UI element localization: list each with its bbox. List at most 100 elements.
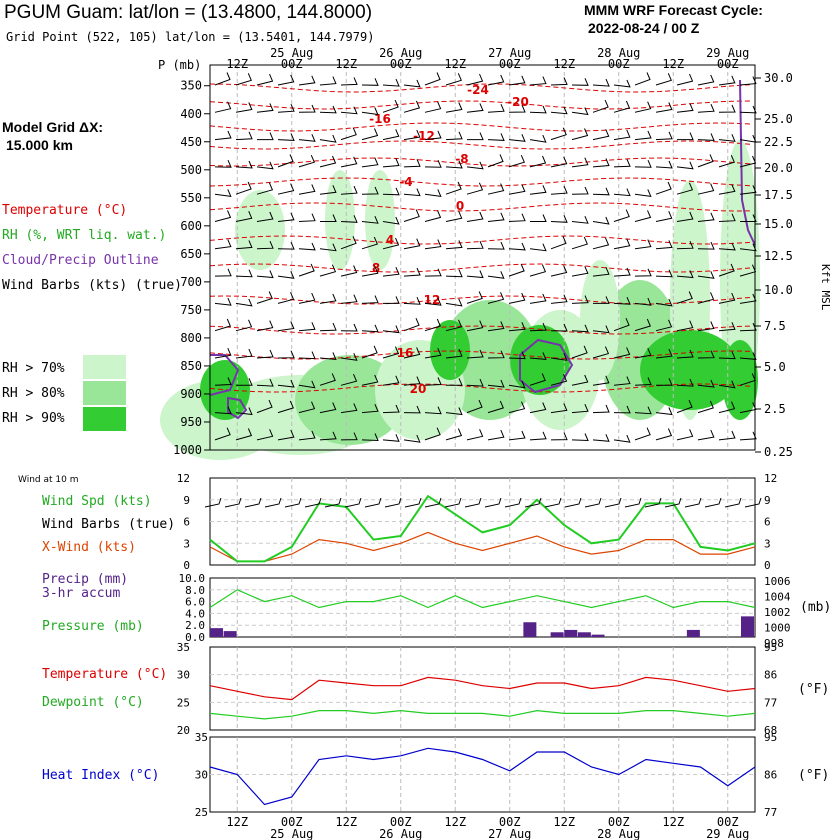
- day-label-bottom: 27 Aug: [488, 827, 531, 840]
- precip-tick-label: 2.0: [185, 619, 205, 632]
- wind-barb: [508, 104, 526, 113]
- pressure-tick-label: 500: [180, 163, 202, 177]
- surface-wind-barb: [484, 497, 502, 508]
- precip-bar: [523, 622, 537, 637]
- wind-barb: [298, 401, 316, 414]
- wind-barb: [571, 216, 589, 224]
- wind-barb: [256, 349, 274, 359]
- wind-barb: [487, 321, 505, 332]
- wind-barb: [277, 104, 295, 113]
- wind-barb: [340, 432, 358, 441]
- wind-barb: [298, 351, 316, 360]
- wind-barb: [508, 322, 526, 332]
- wind-barb: [550, 185, 568, 195]
- wind-barb: [466, 320, 484, 332]
- wind-barb: [487, 271, 505, 279]
- wind-barb: [277, 271, 295, 279]
- wind-barb: [466, 211, 484, 222]
- wind-tick-label-right: 9: [764, 494, 771, 507]
- wind-barb: [529, 155, 547, 168]
- wind-barb: [383, 296, 400, 304]
- wind-barb: [655, 298, 673, 307]
- wind-barb: [676, 161, 694, 170]
- wind-barb: [613, 209, 630, 222]
- wind-barb: [592, 325, 610, 334]
- wind-barb: [676, 378, 694, 387]
- surface-wind-barb: [204, 497, 222, 508]
- pressure-tick-label: 1000: [764, 622, 791, 635]
- wind-barb: [697, 350, 715, 359]
- legend-precip-accum: 3-hr accum: [42, 586, 121, 601]
- wind-barb: [298, 242, 316, 251]
- wind-barb: [445, 160, 463, 169]
- pressure-tick-label: 800: [180, 331, 202, 345]
- wind-barb: [467, 132, 484, 141]
- height-tick-label: 5.0: [764, 360, 786, 374]
- wind-barb: [466, 270, 484, 279]
- wind-barb: [718, 430, 736, 441]
- wind-barb: [319, 243, 337, 252]
- wind-barb: [739, 185, 757, 195]
- wind-barb: [634, 348, 652, 359]
- pressure-tick-label: 350: [180, 79, 202, 93]
- wind-barb: [613, 238, 631, 250]
- surface-wind-barb: [664, 497, 682, 508]
- wind-barb: [424, 130, 442, 141]
- pressure-tick-label: 650: [180, 247, 202, 261]
- wind-barb: [445, 269, 463, 278]
- wind-barb: [655, 181, 672, 195]
- wind-barb: [718, 351, 736, 360]
- wind-barb: [319, 293, 337, 304]
- wind-barb: [277, 183, 295, 195]
- wind-barb: [550, 294, 568, 304]
- legend-rh: RH (%, WRT liq. wat.): [2, 228, 167, 243]
- legend-rh80: RH > 80%: [2, 386, 65, 401]
- surface-wind-barb: [364, 497, 382, 508]
- surface-wind-barb: [724, 497, 742, 508]
- height-tick-label: 17.5: [764, 188, 793, 202]
- wind-barb: [424, 406, 442, 415]
- surface-wind-barb: [264, 497, 282, 508]
- wind-barb: [676, 399, 693, 414]
- wind-barb: [697, 183, 715, 195]
- wind-barb: [445, 102, 463, 113]
- wind-barb: [550, 323, 568, 332]
- time-tick-label-top: 12Z: [335, 57, 357, 71]
- wind-barb: [508, 263, 525, 277]
- wind-barb: [340, 127, 357, 141]
- wind-barb: [508, 134, 526, 142]
- wind-barb: [508, 155, 525, 168]
- wind-barb: [298, 155, 315, 168]
- time-tick-label-top: 00Z: [499, 57, 521, 71]
- time-tick-label-bottom: 00Z: [608, 815, 630, 829]
- wind-barb: [424, 268, 442, 277]
- wind-barb: [361, 345, 378, 359]
- surface-wind-barb: [704, 497, 722, 508]
- heat-tick-label-right: 95: [764, 731, 777, 744]
- wind-barb: [403, 318, 420, 332]
- surface-wind-barb: [404, 497, 422, 508]
- wind-barb: [361, 157, 379, 168]
- wind-barb: [718, 401, 736, 414]
- day-label-top: 28 Aug: [597, 46, 640, 60]
- precip-bar: [686, 629, 700, 637]
- precip-bar: [550, 632, 564, 637]
- wind-barb: [655, 407, 673, 416]
- pressure-tick-label: 900: [180, 387, 202, 401]
- isotherm-label: 4: [386, 233, 394, 247]
- wind-barb: [340, 106, 358, 115]
- wind-barb: [550, 432, 568, 441]
- surface-wind-barb: [624, 497, 642, 508]
- wind-barb: [256, 429, 274, 441]
- wind-barb: [529, 352, 547, 360]
- pressure-tick-label: 400: [180, 107, 202, 121]
- wind-barb: [487, 429, 505, 441]
- wind-barb: [656, 378, 673, 386]
- wind-barb: [655, 73, 672, 86]
- wind-barb: [466, 378, 484, 387]
- wind-barb: [445, 428, 463, 441]
- wind-barb: [319, 322, 337, 332]
- wind-barb: [298, 104, 316, 113]
- wind-barb: [550, 77, 568, 86]
